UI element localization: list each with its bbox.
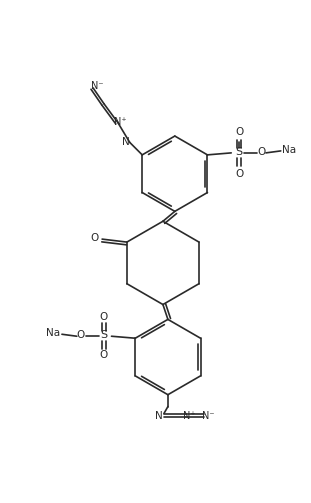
Text: N: N (122, 137, 130, 147)
Text: O: O (235, 169, 243, 179)
Text: N⁻: N⁻ (202, 410, 215, 421)
Text: Na: Na (282, 145, 296, 155)
Text: N⁻: N⁻ (91, 81, 103, 91)
Text: O: O (77, 330, 85, 340)
Text: N: N (155, 410, 163, 421)
Text: S: S (100, 330, 107, 340)
Text: S: S (236, 147, 243, 157)
Text: O: O (258, 147, 266, 157)
Text: O: O (235, 127, 243, 137)
Text: O: O (100, 350, 108, 360)
Text: O: O (100, 312, 108, 322)
Text: O: O (90, 233, 98, 243)
Text: Na: Na (46, 328, 60, 338)
Text: N⁺: N⁺ (183, 410, 196, 421)
Text: N⁺: N⁺ (114, 117, 126, 127)
